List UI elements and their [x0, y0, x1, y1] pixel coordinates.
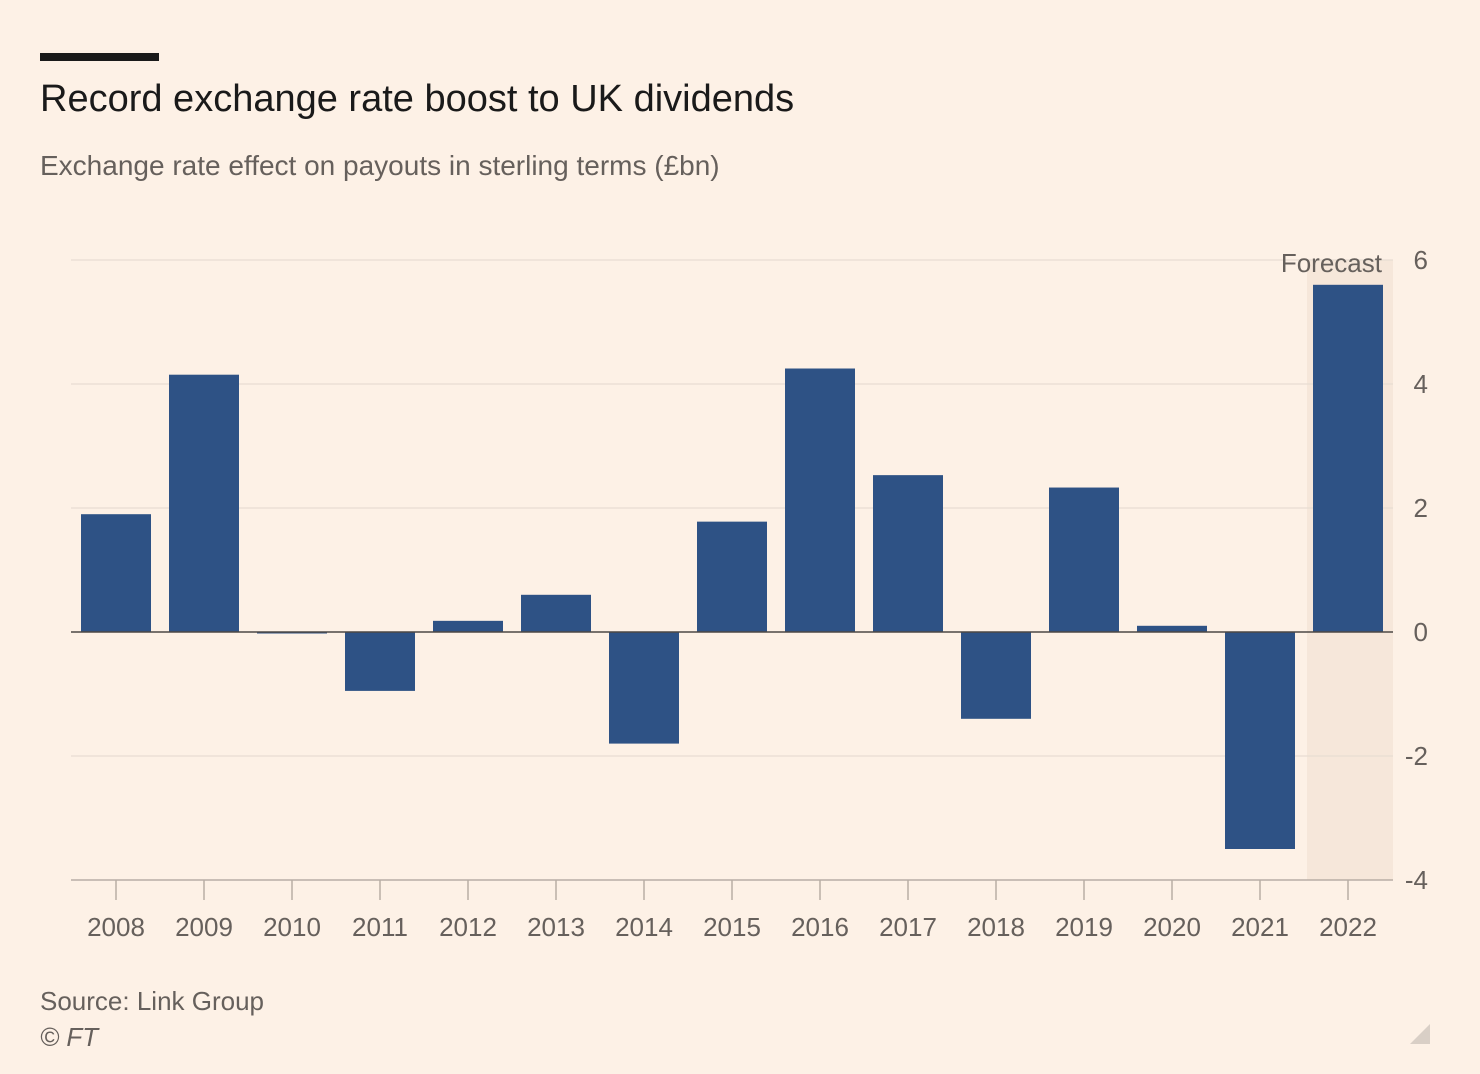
bar-2009	[169, 374, 239, 632]
bar-2008	[81, 514, 151, 632]
x-tick-label-2009: 2009	[175, 912, 233, 942]
bar-2022	[1313, 284, 1383, 632]
x-tick-label-2008: 2008	[87, 912, 145, 942]
bar-2013	[521, 594, 591, 632]
x-tick-label-2010: 2010	[263, 912, 321, 942]
bar-2012	[433, 620, 503, 632]
x-tick-label-2022: 2022	[1319, 912, 1377, 942]
x-tick-label-2011: 2011	[352, 912, 408, 942]
bar-2021	[1225, 632, 1295, 849]
x-tick-label-2021: 2021	[1231, 912, 1289, 942]
y-tick-label: 6	[1414, 245, 1428, 275]
x-tick-label-2012: 2012	[439, 912, 497, 942]
chart-subtitle: Exchange rate effect on payouts in sterl…	[40, 150, 720, 181]
bar-2018	[961, 632, 1031, 719]
y-tick-label: 4	[1414, 369, 1428, 399]
y-tick-label: -2	[1405, 741, 1428, 771]
bar-2014	[609, 632, 679, 744]
x-tick-label-2015: 2015	[703, 912, 761, 942]
x-tick-label-2018: 2018	[967, 912, 1025, 942]
bar-2011	[345, 632, 415, 691]
bar-2019	[1049, 487, 1119, 632]
x-tick-label-2019: 2019	[1055, 912, 1113, 942]
copyright-note: © FT	[40, 1022, 99, 1052]
x-tick-label-2014: 2014	[615, 912, 673, 942]
bar-2016	[785, 368, 855, 632]
y-tick-label: 0	[1414, 617, 1428, 647]
x-tick-label-2016: 2016	[791, 912, 849, 942]
resize-handle-icon[interactable]	[1410, 1024, 1430, 1044]
y-tick-label: 2	[1414, 493, 1428, 523]
forecast-label: Forecast	[1281, 248, 1383, 278]
x-tick-label-2017: 2017	[879, 912, 937, 942]
bar-2017	[873, 475, 943, 632]
bar-2020	[1137, 625, 1207, 632]
source-note: Source: Link Group	[40, 986, 265, 1016]
y-tick-label: -4	[1405, 865, 1428, 895]
bar-2015	[697, 521, 767, 632]
x-tick-label-2020: 2020	[1143, 912, 1201, 942]
x-tick-label-2013: 2013	[527, 912, 585, 942]
title-accent-bar	[40, 53, 159, 61]
chart-title: Record exchange rate boost to UK dividen…	[40, 78, 795, 120]
